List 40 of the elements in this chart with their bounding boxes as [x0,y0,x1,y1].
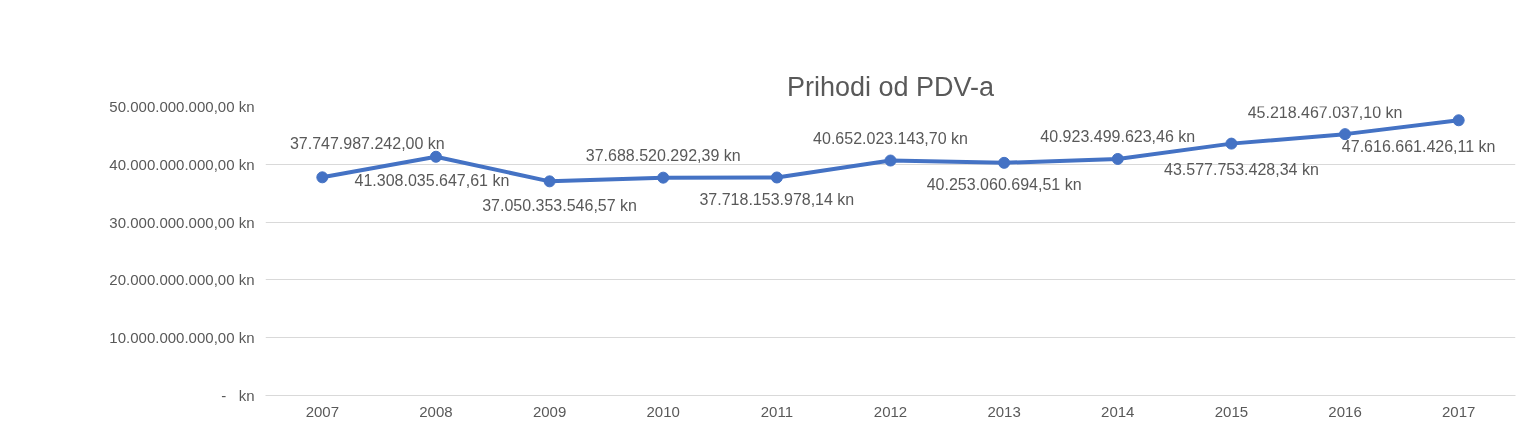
chart-title: Prihodi od PDV-a [786,71,996,102]
point [1225,137,1238,150]
y-tick-label: - kn [221,387,255,404]
point [770,171,783,184]
x-tick-label: 2016 [1328,402,1362,420]
point [657,171,670,184]
point [429,150,442,163]
data-label: 40.652.023.143,70 kn [813,130,968,148]
x-tick-label: 2007 [305,402,340,420]
data-label: 40.253.060.694,51 kn [926,176,1082,194]
x-tick-label: 2009 [532,402,567,420]
point [316,171,329,184]
data-label: 37.718.153.978,14 kn [699,190,855,208]
data-label: 45.218.467.037,10 kn [1247,103,1403,121]
x-tick-label: 2013 [987,402,1021,420]
x-tick-label: 2010 [646,402,680,420]
data-label: 41.308.035.647,61 kn [354,172,510,190]
y-tick-label: 10.000.000.000,00 kn [109,329,255,347]
point [998,156,1011,169]
point [543,175,556,188]
data-label: 37.050.353.546,57 kn [482,196,637,214]
data-label: 43.577.753.428,34 kn [1164,161,1319,179]
x-tick-label: 2008 [419,402,453,420]
y-tick-label: 30.000.000.000,00 kn [109,213,255,231]
x-tick-label: 2017 [1442,402,1476,420]
y-tick-label: 50.000.000.000,00 kn [109,98,255,115]
point [1452,114,1465,127]
point [1111,152,1124,165]
point [1339,128,1352,141]
data-label: 47.616.661.426,11 kn [1341,137,1496,155]
x-tick-label: 2011 [760,402,793,420]
data-label: 40.923.499.623,46 kn [1040,128,1196,146]
y-tick-label: 40.000.000.000,00 kn [109,155,255,173]
x-tick-label: 2012 [873,402,908,420]
x-tick-label: 2015 [1214,402,1249,420]
data-label: 37.747.987.242,00 kn [289,134,445,152]
y-tick-label: 20.000.000.000,00 kn [109,271,255,289]
data-label: 37.688.520.292,39 kn [585,147,741,165]
x-tick-label: 2014 [1101,402,1135,420]
point [884,154,897,167]
